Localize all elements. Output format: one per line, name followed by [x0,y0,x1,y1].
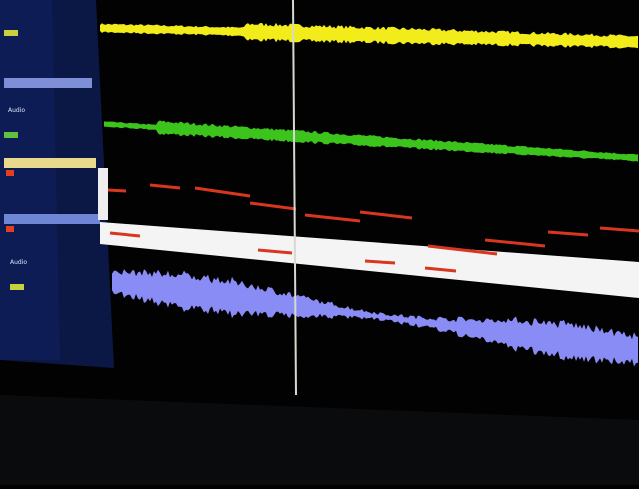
track-header [4,158,96,168]
midi-note [365,261,395,263]
record-button[interactable] [6,170,14,176]
daw-screen-photo: Audio Audio [0,0,639,485]
piano-keys [98,168,108,220]
track-label: Audio [10,259,27,266]
record-button[interactable] [6,226,14,232]
level-meter [4,132,18,138]
track-label: Audio [8,107,25,114]
level-meter [10,284,24,290]
track-panel-column [0,0,60,360]
level-meter [4,30,18,36]
page: Audio Audio (() => { const data = JSON.p… [0,0,639,485]
track-header [4,214,100,224]
midi-note [108,190,126,191]
track-header [4,78,92,88]
